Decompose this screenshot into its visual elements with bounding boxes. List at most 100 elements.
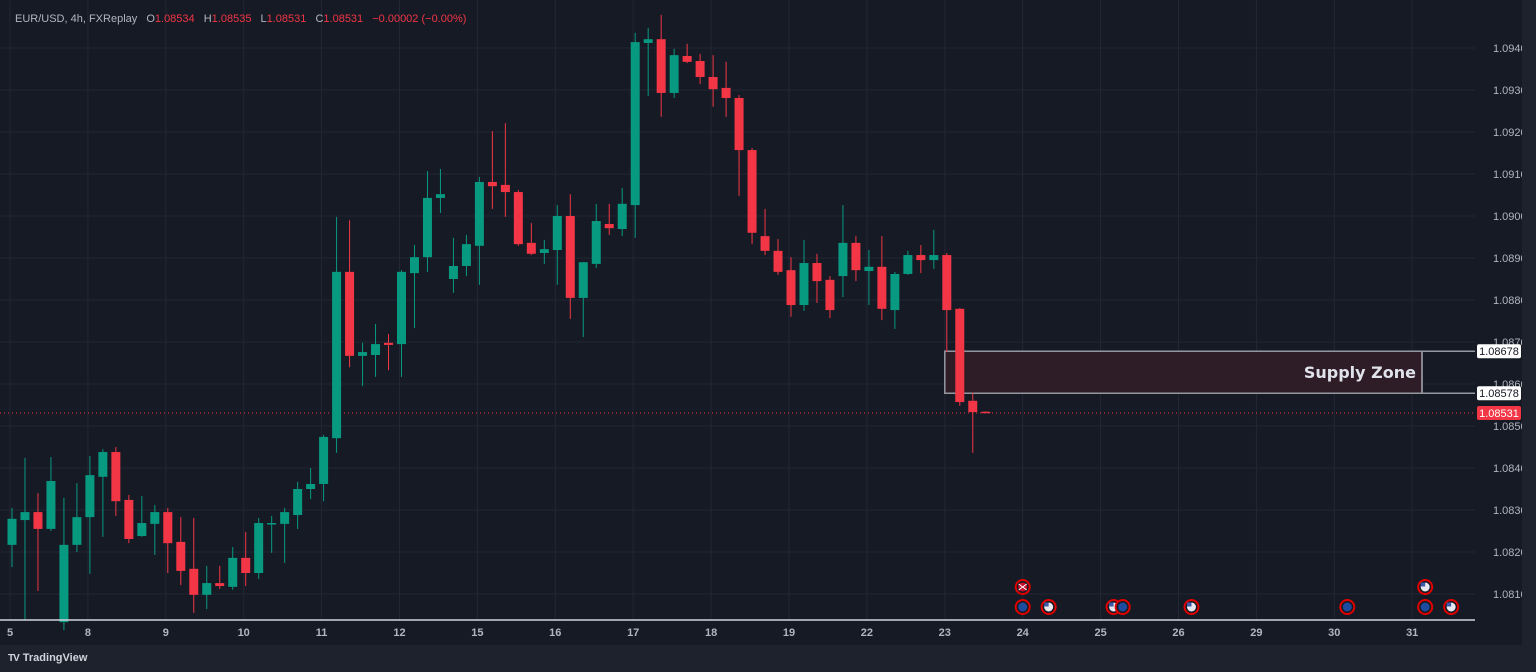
candle-body[interactable] [358, 352, 368, 356]
time-axis-label: 24 [1017, 627, 1030, 639]
candle-body[interactable] [306, 483, 316, 489]
us-flag-canton [1109, 602, 1114, 607]
candle-body[interactable] [137, 523, 147, 537]
candle-body[interactable] [202, 583, 212, 595]
candle-body[interactable] [85, 475, 95, 518]
candle-body[interactable] [150, 512, 160, 524]
candle-body[interactable] [33, 512, 43, 529]
candle-body[interactable] [215, 583, 225, 587]
candle-body[interactable] [98, 452, 108, 477]
candle-body[interactable] [760, 236, 770, 251]
candle-body[interactable] [851, 242, 861, 271]
candle-body[interactable] [643, 39, 653, 43]
candle-body[interactable] [422, 197, 432, 258]
candle-body[interactable] [189, 568, 199, 595]
candle-body[interactable] [903, 255, 913, 274]
time-axis-label: 29 [1250, 627, 1262, 639]
candle-body[interactable] [228, 557, 238, 587]
candle-body[interactable] [371, 344, 381, 356]
candle-body[interactable] [617, 203, 627, 230]
tradingview-logo-icon: TV [8, 652, 20, 664]
candle-body[interactable] [241, 557, 251, 573]
candle-body[interactable] [942, 255, 952, 311]
candle-body[interactable] [591, 221, 601, 264]
candle-body[interactable] [825, 279, 835, 311]
candle-body[interactable] [163, 512, 173, 544]
candle-body[interactable] [916, 255, 926, 261]
time-axis-label: 8 [85, 627, 91, 639]
candle-body[interactable] [409, 257, 419, 274]
time-axis-label: 10 [238, 627, 250, 639]
candle-body[interactable] [397, 271, 406, 345]
candle-body[interactable] [838, 242, 848, 277]
candle-body[interactable] [786, 270, 796, 306]
candle-body[interactable] [981, 411, 991, 414]
candle-body[interactable] [319, 436, 329, 484]
last-price-tag: 1.08531 [1479, 408, 1519, 420]
candle-body[interactable] [280, 512, 290, 524]
candle-body[interactable] [630, 42, 640, 206]
symbol-title[interactable]: EUR/USD, 4h, FXReplay [15, 13, 138, 25]
candle-body[interactable] [890, 273, 900, 311]
close-value: 1.08531 [323, 13, 364, 25]
candle-body[interactable] [773, 250, 783, 272]
us-flag-canton [1446, 602, 1452, 607]
candle-body[interactable] [500, 184, 510, 193]
time-axis-label: 9 [163, 627, 169, 639]
eu-flag-icon [1118, 602, 1128, 612]
candle-body[interactable] [487, 181, 497, 187]
candle-body[interactable] [448, 265, 458, 279]
candle-body[interactable] [565, 216, 575, 298]
zone-top-price-tag: 1.08678 [1479, 346, 1519, 358]
candle-body[interactable] [578, 262, 588, 298]
candle-body[interactable] [72, 517, 82, 545]
footer-bar: TV TradingView [0, 645, 1536, 672]
candle-body[interactable] [332, 271, 342, 439]
time-axis-label: 31 [1406, 627, 1418, 639]
candle-body[interactable] [435, 194, 445, 198]
price-axis-scrollbar[interactable] [1522, 0, 1536, 645]
candle-body[interactable] [812, 263, 822, 282]
candle-body[interactable] [345, 271, 355, 356]
candle-body[interactable] [695, 61, 705, 77]
candle-body[interactable] [877, 266, 887, 309]
time-axis-label: 5 [7, 627, 13, 639]
supply-zone-label: Supply Zone [1304, 363, 1416, 382]
candle-body[interactable] [682, 55, 692, 62]
candle-body[interactable] [734, 97, 744, 151]
zone-bottom-price-tag: 1.08578 [1479, 388, 1519, 400]
candle-body[interactable] [747, 150, 757, 233]
candle-body[interactable] [864, 266, 874, 272]
candle-body[interactable] [267, 523, 277, 525]
candle-body[interactable] [526, 242, 536, 254]
candle-body[interactable] [59, 544, 69, 623]
candle-body[interactable] [604, 223, 614, 229]
candle-body[interactable] [708, 76, 718, 90]
candle-body[interactable] [968, 400, 978, 413]
candle-body[interactable] [254, 523, 264, 573]
candle-body[interactable] [7, 518, 17, 545]
candle-body[interactable] [111, 452, 121, 502]
brand-name: TradingView [22, 652, 88, 664]
candle-body[interactable] [721, 87, 731, 98]
candle-body[interactable] [513, 192, 523, 245]
candle-body[interactable] [669, 55, 679, 93]
candle-body[interactable] [539, 249, 549, 253]
candle-body[interactable] [176, 541, 186, 571]
candle-body[interactable] [293, 489, 303, 516]
candle-body[interactable] [384, 342, 394, 345]
candle-body[interactable] [656, 39, 666, 93]
candle-body[interactable] [552, 216, 562, 251]
candle-body[interactable] [461, 244, 471, 266]
supply-zone-box[interactable] [944, 350, 1423, 394]
candle-body[interactable] [929, 255, 939, 261]
tradingview-logo[interactable]: TV TradingView [8, 652, 87, 664]
candle-body[interactable] [474, 181, 484, 246]
candle-body[interactable] [124, 499, 134, 539]
price-chart[interactable]: 1.094001.093001.092001.091001.090001.089… [0, 0, 1536, 645]
candle-body[interactable] [955, 308, 965, 403]
candle-body[interactable] [20, 512, 30, 521]
candle-body[interactable] [799, 263, 809, 306]
candle-body[interactable] [46, 481, 56, 529]
change-value: −0.00002 (−0.00%) [372, 13, 467, 25]
